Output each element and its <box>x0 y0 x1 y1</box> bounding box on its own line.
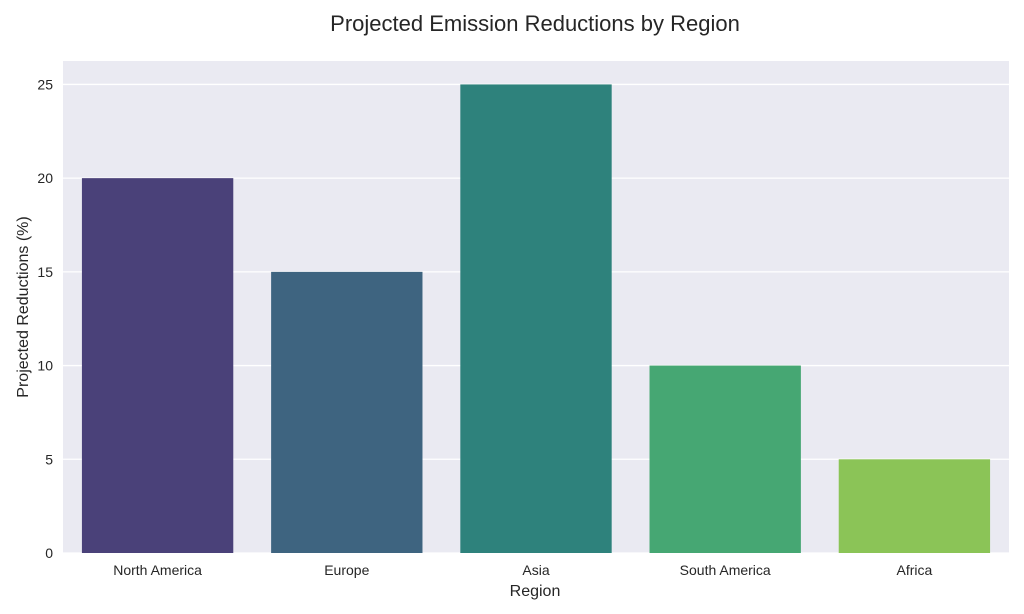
bar <box>81 178 234 553</box>
y-tick-label: 25 <box>37 76 53 92</box>
y-tick-label: 10 <box>37 358 53 374</box>
bars <box>81 84 991 553</box>
x-tick-label: North America <box>113 562 202 578</box>
bar <box>460 84 612 553</box>
y-axis-label: Projected Reductions (%) <box>15 216 32 397</box>
y-axis-ticks: 0 5 10 15 20 25 <box>37 76 53 561</box>
chart-title: Projected Emission Reductions by Region <box>330 11 740 36</box>
bar <box>649 365 801 553</box>
y-tick-label: 15 <box>37 264 53 280</box>
x-tick-label: Europe <box>324 562 369 578</box>
y-tick-label: 5 <box>45 451 53 467</box>
x-axis-ticks: North America Europe Asia South America Afri… <box>113 562 932 578</box>
y-tick-label: 0 <box>45 545 53 561</box>
x-tick-label: Asia <box>522 562 549 578</box>
y-tick-label: 20 <box>37 170 53 186</box>
bar <box>838 459 991 553</box>
x-axis-label: Region <box>510 583 561 600</box>
x-tick-label: Africa <box>897 562 933 578</box>
x-tick-label: South America <box>680 562 771 578</box>
bar <box>271 271 423 553</box>
